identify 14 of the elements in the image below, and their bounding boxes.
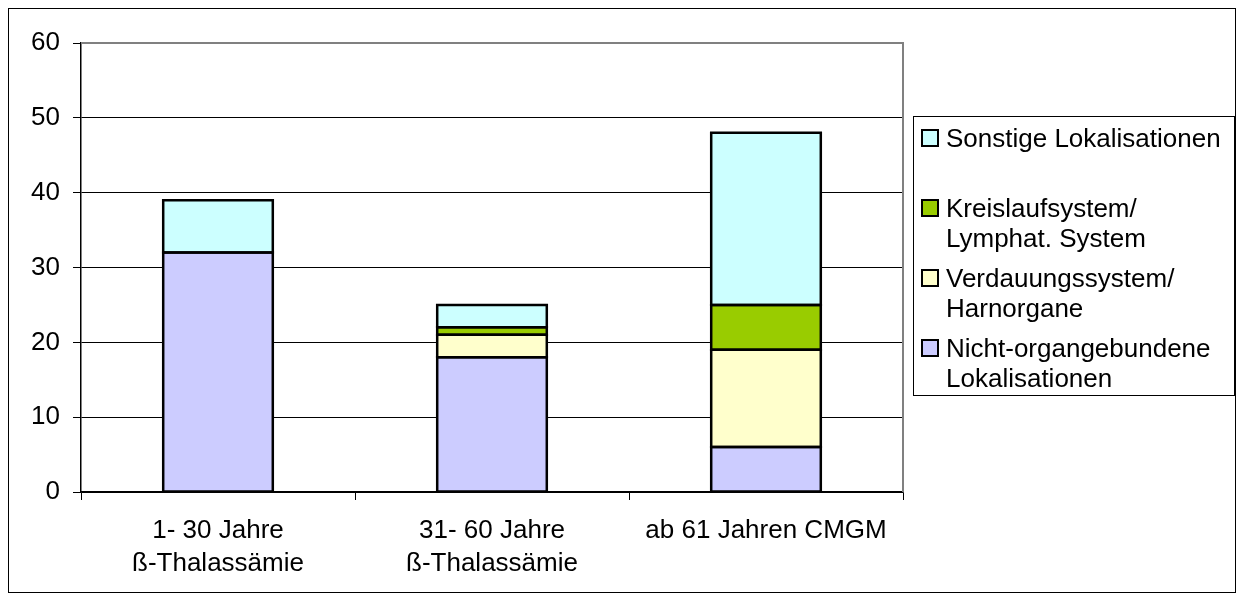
x-tick-label: ab 61 Jahren CMGM [645, 513, 887, 544]
x-tick-label: 31- 60 Jahre ß-Thalassämie [406, 513, 578, 577]
y-tick-label: 40 [31, 175, 60, 206]
y-tick-label: 0 [45, 475, 60, 506]
legend-label: Verdauungssystem/ Harnorgane [946, 263, 1176, 323]
legend-label: Kreislaufsystem/ Lymphat. System [946, 193, 1147, 253]
y-tick-label: 20 [31, 325, 60, 356]
y-tick-label: 30 [31, 250, 60, 281]
y-tick-label: 60 [31, 26, 60, 57]
y-tick-label: 50 [31, 101, 60, 132]
x-tick-label: 1- 30 Jahre ß-Thalassämie [132, 513, 304, 577]
legend-label: Nicht-organgebundene Lokalisationen [946, 333, 1212, 393]
legend-label: Sonstige Lokalisationen [946, 123, 1222, 153]
y-tick-label: 10 [31, 400, 60, 431]
